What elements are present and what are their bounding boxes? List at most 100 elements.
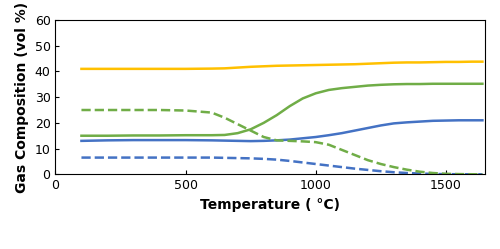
CO2 [443, 172, 449, 175]
N2 [208, 67, 214, 70]
CO2 [248, 129, 254, 132]
N2 [339, 63, 345, 66]
CO2 [208, 111, 214, 114]
CO [339, 87, 345, 90]
H2 [208, 139, 214, 142]
CO2 [260, 135, 266, 138]
CO2 [130, 109, 136, 112]
CO2 [234, 123, 240, 126]
H2 [182, 139, 188, 142]
H2O [78, 156, 84, 159]
H2O [274, 158, 280, 161]
CO2 [326, 143, 332, 146]
N2 [274, 64, 280, 67]
N2 [326, 63, 332, 66]
H2O [456, 173, 462, 176]
CO2 [352, 154, 358, 157]
CO2 [156, 109, 162, 112]
H2O [365, 168, 371, 171]
CO [430, 82, 436, 85]
CO [326, 88, 332, 91]
H2O [286, 159, 292, 162]
N2 [130, 67, 136, 70]
Line: CO: CO [82, 84, 482, 136]
H2 [104, 139, 110, 142]
H2O [156, 156, 162, 159]
H2O [326, 164, 332, 167]
CO2 [391, 166, 397, 169]
CO2 [274, 139, 280, 142]
CO [378, 83, 384, 86]
H2 [456, 119, 462, 122]
Y-axis label: Gas Composition (vol %): Gas Composition (vol %) [15, 1, 29, 193]
N2 [234, 66, 240, 69]
CO [352, 85, 358, 88]
CO [78, 134, 84, 137]
CO [182, 134, 188, 137]
CO2 [378, 163, 384, 166]
N2 [260, 65, 266, 68]
H2 [417, 120, 423, 123]
CO [248, 128, 254, 131]
H2 [365, 126, 371, 129]
N2 [480, 60, 486, 63]
CO [104, 134, 110, 137]
CO [443, 82, 449, 85]
H2 [286, 138, 292, 141]
CO2 [469, 173, 475, 176]
CO [156, 134, 162, 137]
CO [260, 121, 266, 124]
N2 [391, 61, 397, 64]
CO [208, 134, 214, 137]
CO [313, 92, 319, 95]
CO [130, 134, 136, 137]
H2O [300, 161, 306, 164]
CO [469, 82, 475, 85]
H2O [104, 156, 110, 159]
CO2 [286, 139, 292, 142]
H2 [78, 139, 84, 142]
CO [456, 82, 462, 85]
H2 [222, 139, 228, 142]
CO2 [365, 159, 371, 162]
H2 [300, 137, 306, 140]
H2O [208, 156, 214, 159]
CO [365, 84, 371, 87]
CO2 [313, 141, 319, 144]
H2O [443, 173, 449, 176]
H2 [391, 122, 397, 125]
N2 [313, 63, 319, 66]
CO [417, 82, 423, 85]
Line: H2: H2 [82, 120, 482, 141]
X-axis label: Temperature ( °C): Temperature ( °C) [200, 198, 340, 212]
CO2 [222, 116, 228, 119]
CO [222, 133, 228, 136]
N2 [156, 67, 162, 70]
H2 [480, 119, 486, 122]
CO2 [78, 109, 84, 112]
CO2 [480, 173, 486, 176]
H2 [404, 121, 410, 124]
H2O [234, 157, 240, 160]
H2O [404, 172, 410, 175]
CO2 [300, 140, 306, 143]
CO [300, 97, 306, 100]
N2 [78, 67, 84, 70]
N2 [469, 60, 475, 63]
H2O [352, 167, 358, 170]
N2 [182, 67, 188, 70]
H2O [260, 157, 266, 160]
CO2 [456, 173, 462, 176]
CO2 [182, 109, 188, 112]
H2O [339, 166, 345, 169]
CO2 [417, 170, 423, 173]
CO [404, 82, 410, 85]
N2 [248, 65, 254, 68]
H2 [430, 119, 436, 122]
H2O [182, 156, 188, 159]
N2 [222, 67, 228, 70]
H2 [326, 134, 332, 137]
N2 [404, 61, 410, 64]
CO [391, 83, 397, 86]
CO [274, 114, 280, 117]
